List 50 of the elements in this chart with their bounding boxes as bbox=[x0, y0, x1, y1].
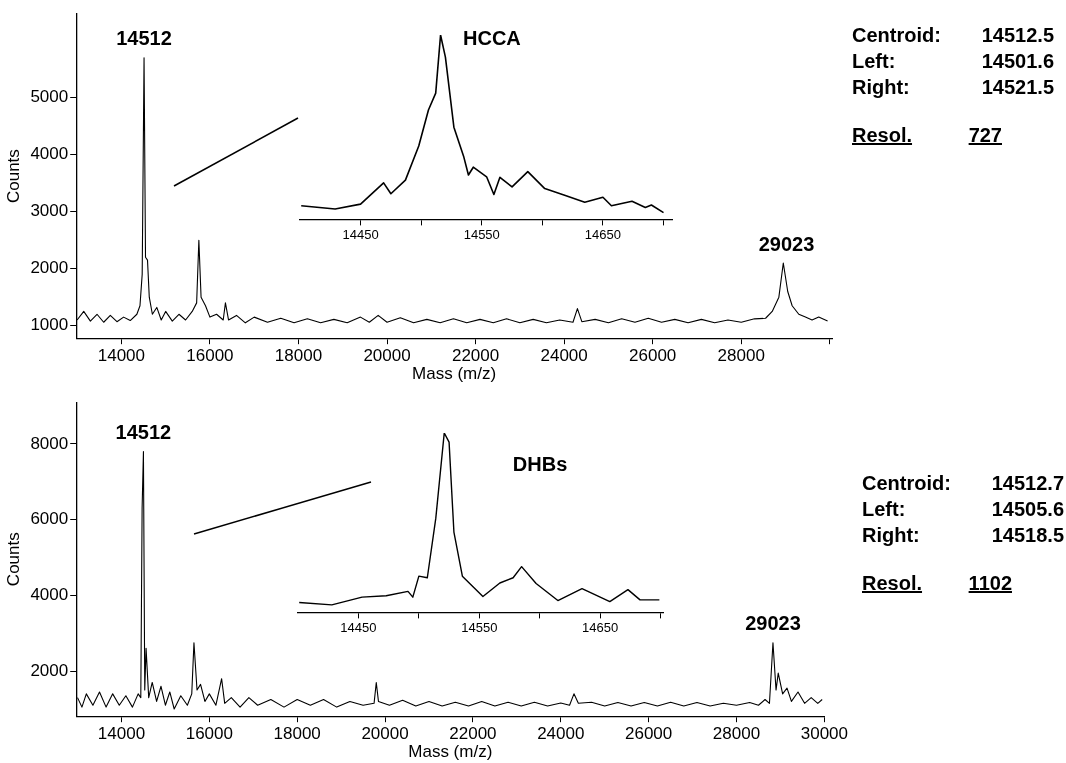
x-tick-label: 30000 bbox=[800, 724, 848, 744]
text: Right: 14521.5 bbox=[852, 76, 1054, 98]
y-axis-title: Counts bbox=[3, 149, 23, 204]
x-tick-label: 16000 bbox=[185, 724, 233, 744]
y-tick-label: 6000 bbox=[30, 509, 69, 529]
x-tick-label: 16000 bbox=[186, 346, 234, 366]
text: Left: 14505.6 bbox=[862, 498, 1064, 520]
x-tick-label: 14000 bbox=[97, 724, 146, 744]
x-tick-label: 20000 bbox=[363, 346, 411, 366]
text: HCCA bbox=[463, 27, 521, 50]
x-tick-label: 18000 bbox=[274, 346, 323, 366]
x-tick-label: 28000 bbox=[717, 346, 765, 366]
annotation: 14512 bbox=[116, 27, 172, 50]
text: Centroid: 14512.7 bbox=[862, 472, 1064, 494]
x-tick-label: 18000 bbox=[273, 724, 321, 744]
y-axis-title: Counts bbox=[3, 532, 23, 587]
x-tick-label: 22000 bbox=[449, 724, 497, 744]
x-tick-label: 22000 bbox=[451, 346, 500, 366]
x-axis-title: Mass (m/z) bbox=[408, 742, 493, 762]
text: Left: 14501.6 bbox=[852, 50, 1054, 72]
text: Right: 14518.5 bbox=[862, 524, 1064, 546]
x-tick-label: 14650 bbox=[582, 619, 619, 635]
annotation: 29023 bbox=[758, 232, 815, 255]
x-tick-label: 24000 bbox=[540, 346, 588, 366]
text: DHBs bbox=[512, 452, 568, 475]
x-tick-label: 20000 bbox=[361, 724, 409, 744]
annotation: 14512 bbox=[115, 420, 172, 443]
x-tick-label: 26000 bbox=[629, 346, 677, 366]
x-tick-label: 14000 bbox=[97, 346, 146, 366]
x-axis-title: Mass (m/z) bbox=[412, 364, 497, 384]
x-tick-label: 14550 bbox=[461, 619, 498, 635]
x-tick-label: 26000 bbox=[625, 724, 673, 744]
y-tick-label: 2000 bbox=[30, 660, 69, 680]
x-tick-label: 14550 bbox=[463, 226, 500, 242]
x-tick-label: 28000 bbox=[712, 724, 761, 744]
text: Resol. 727 bbox=[852, 124, 1002, 146]
x-tick-label: 14450 bbox=[340, 619, 377, 635]
x-tick-label: 24000 bbox=[537, 724, 585, 744]
y-tick-label: 4000 bbox=[30, 144, 69, 164]
y-tick-label: 8000 bbox=[30, 433, 69, 453]
y-tick-label: 1000 bbox=[30, 315, 69, 335]
annotation: 29023 bbox=[745, 612, 801, 635]
y-tick-label: 3000 bbox=[30, 201, 69, 221]
text: Centroid: 14512.5 bbox=[852, 24, 1054, 46]
x-tick-label: 14450 bbox=[342, 226, 379, 242]
y-tick-label: 2000 bbox=[30, 258, 69, 278]
x-tick-label: 14650 bbox=[584, 226, 622, 242]
text: Resol. 1102 bbox=[862, 572, 1012, 594]
y-tick-label: 5000 bbox=[30, 87, 69, 107]
y-tick-label: 4000 bbox=[30, 585, 69, 605]
